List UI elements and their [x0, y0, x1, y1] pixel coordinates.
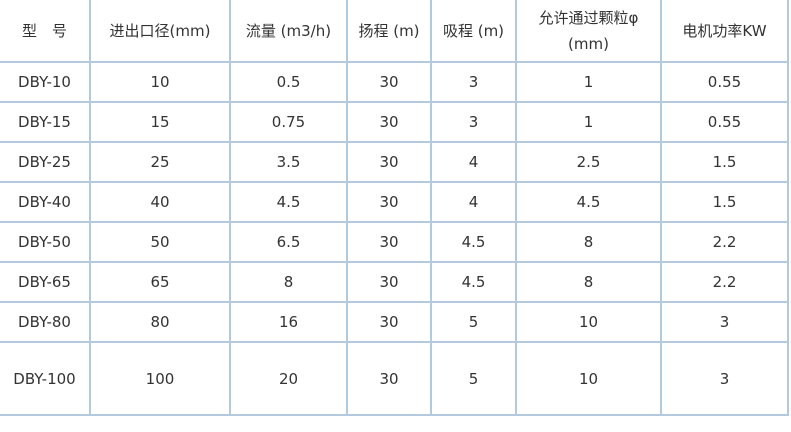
model-cell: DBY-15: [0, 101, 91, 143]
value-cell: 3: [430, 101, 517, 143]
value-cell: 3: [430, 61, 517, 103]
value-cell: 3: [660, 301, 789, 343]
column-header-line: 流量 (m3/h): [245, 21, 332, 40]
value-cell: 4.5: [515, 181, 662, 223]
table-row: DBY-100 100 20 30 5 10 3: [0, 341, 789, 416]
value-cell: 20: [229, 341, 348, 416]
table-row: DBY-15 15 0.75 30 3 1 0.55: [0, 101, 789, 143]
value-cell: 4.5: [430, 221, 517, 263]
table-row: DBY-50 50 6.5 30 4.5 8 2.2: [0, 221, 789, 263]
column-header-line: 吸程 (m): [442, 21, 505, 40]
value-cell: 8: [515, 221, 662, 263]
value-cell: 16: [229, 301, 348, 343]
value-cell: 100: [89, 341, 231, 416]
value-cell: 30: [346, 221, 432, 263]
value-cell: 50: [89, 221, 231, 263]
value-cell: 30: [346, 61, 432, 103]
value-cell: 3: [660, 341, 789, 416]
model-cell: DBY-40: [0, 181, 91, 223]
value-cell: 30: [346, 301, 432, 343]
value-cell: 65: [89, 261, 231, 303]
value-cell: 30: [346, 101, 432, 143]
model-cell: DBY-65: [0, 261, 91, 303]
value-cell: 2.2: [660, 261, 789, 303]
value-cell: 6.5: [229, 221, 348, 263]
value-cell: 4.5: [430, 261, 517, 303]
table-row: DBY-65 65 8 30 4.5 8 2.2: [0, 261, 789, 303]
value-cell: 1: [515, 61, 662, 103]
value-cell: 1.5: [660, 141, 789, 183]
value-cell: 0.5: [229, 61, 348, 103]
value-cell: 30: [346, 181, 432, 223]
value-cell: 4: [430, 141, 517, 183]
column-header-line: 扬程 (m): [358, 21, 420, 40]
value-cell: 2.2: [660, 221, 789, 263]
table-row: DBY-40 40 4.5 30 4 4.5 1.5: [0, 181, 789, 223]
value-cell: 40: [89, 181, 231, 223]
value-cell: 4.5: [229, 181, 348, 223]
value-cell: 1: [515, 101, 662, 143]
column-header-line: 型 号: [21, 21, 67, 40]
model-cell: DBY-10: [0, 61, 91, 103]
value-cell: 0.75: [229, 101, 348, 143]
value-cell: 30: [346, 341, 432, 416]
column-header-line: 允许通过颗粒φ: [538, 8, 639, 27]
value-cell: 8: [515, 261, 662, 303]
value-cell: 0.55: [660, 101, 789, 143]
column-header: 电机功率KW: [660, 0, 789, 63]
model-cell: DBY-50: [0, 221, 91, 263]
header-row: 型 号 进出口径(mm) 流量 (m3/h) 扬程 (m) 吸程 (m) 允许通过颗粒φ (…: [0, 0, 789, 63]
column-header: 进出口径(mm): [89, 0, 231, 63]
column-header: 允许通过颗粒φ (mm): [515, 0, 662, 63]
column-header: 流量 (m3/h): [229, 0, 348, 63]
value-cell: 10: [515, 301, 662, 343]
value-cell: 8: [229, 261, 348, 303]
model-cell: DBY-100: [0, 341, 91, 416]
column-header: 扬程 (m): [346, 0, 432, 63]
model-cell: DBY-25: [0, 141, 91, 183]
column-header: 型 号: [0, 0, 91, 63]
value-cell: 5: [430, 301, 517, 343]
value-cell: 80: [89, 301, 231, 343]
value-cell: 15: [89, 101, 231, 143]
table-row: DBY-25 25 3.5 30 4 2.5 1.5: [0, 141, 789, 183]
value-cell: 1.5: [660, 181, 789, 223]
column-header-line: 电机功率KW: [682, 21, 767, 40]
value-cell: 2.5: [515, 141, 662, 183]
value-cell: 30: [346, 141, 432, 183]
column-header: 吸程 (m): [430, 0, 517, 63]
table-row: DBY-10 10 0.5 30 3 1 0.55: [0, 61, 789, 103]
value-cell: 25: [89, 141, 231, 183]
column-header-line: 进出口径(mm): [109, 21, 211, 40]
model-cell: DBY-80: [0, 301, 91, 343]
value-cell: 10: [89, 61, 231, 103]
value-cell: 3.5: [229, 141, 348, 183]
pump-spec-table: 型 号 进出口径(mm) 流量 (m3/h) 扬程 (m) 吸程 (m) 允许通过颗粒φ (…: [0, 0, 789, 416]
value-cell: 10: [515, 341, 662, 416]
value-cell: 30: [346, 261, 432, 303]
value-cell: 0.55: [660, 61, 789, 103]
column-header-line: (mm): [568, 34, 609, 53]
value-cell: 4: [430, 181, 517, 223]
table-row: DBY-80 80 16 30 5 10 3: [0, 301, 789, 343]
value-cell: 5: [430, 341, 517, 416]
